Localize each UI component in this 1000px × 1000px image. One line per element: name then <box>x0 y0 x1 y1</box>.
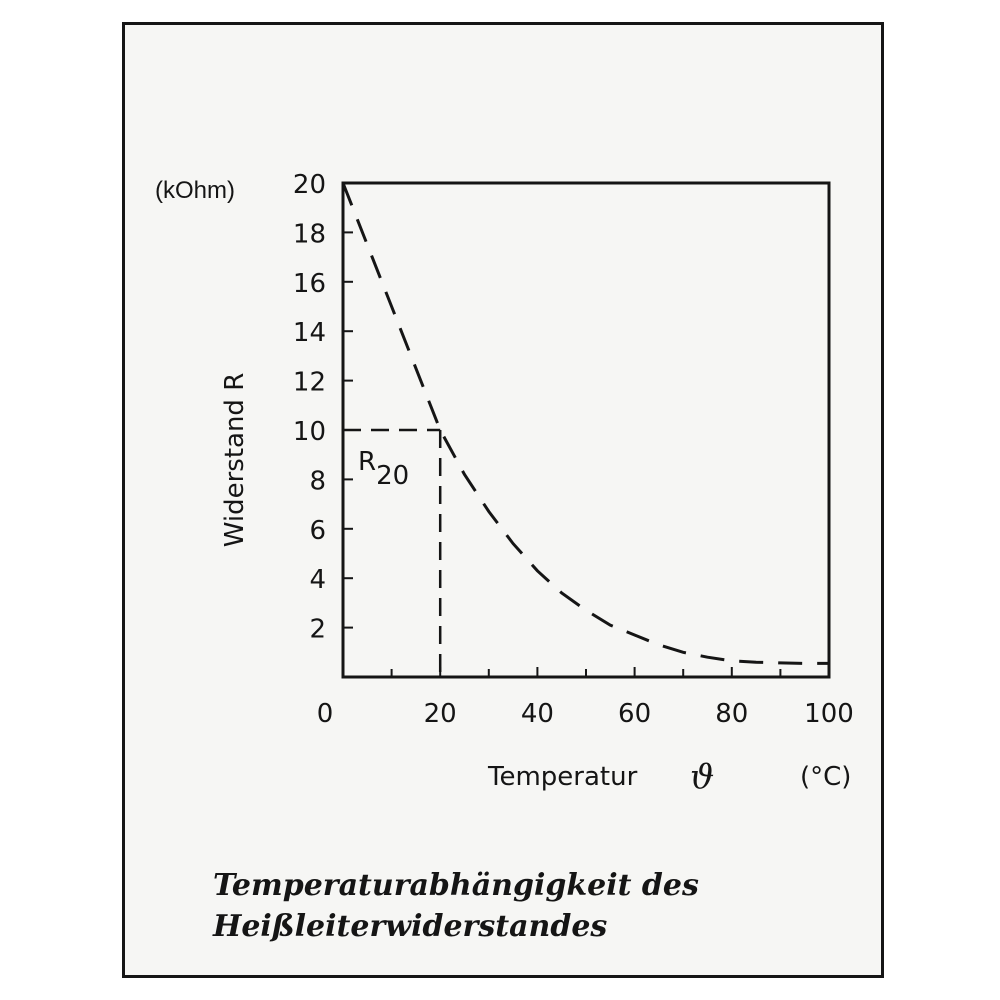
y-tick-label: 2 <box>309 615 326 645</box>
r20-main: R <box>358 447 376 477</box>
x-tick-label: 20 <box>424 699 457 729</box>
y-axis-label: Widerstand R <box>220 373 250 548</box>
x-tick-label: 0 <box>317 699 334 729</box>
x-tick-label: 80 <box>715 699 748 729</box>
y-ticks: 2 4 6 8 10 12 14 16 18 20 <box>293 170 353 645</box>
x-tick-label: 60 <box>618 699 651 729</box>
y-tick-label: 14 <box>293 318 326 348</box>
figure-frame <box>122 22 884 978</box>
y-tick-label: 18 <box>293 219 326 249</box>
x-tick-label: 40 <box>521 699 554 729</box>
y-tick-label: 8 <box>309 466 326 496</box>
y-tick-label: 6 <box>309 516 326 546</box>
caption-line-1: Temperaturabhängigkeit des <box>213 868 699 903</box>
y-tick-label: 4 <box>309 565 326 595</box>
y-tick-label: 12 <box>293 368 326 398</box>
r20-label: R20 <box>358 447 409 491</box>
y-tick-label: 20 <box>293 170 326 200</box>
y-unit-label: (kOhm) <box>155 177 235 204</box>
x-tick-label: 100 <box>804 699 854 729</box>
resistance-curve <box>341 182 829 665</box>
reference-guides <box>343 428 442 677</box>
r20-subscript: 20 <box>376 461 409 491</box>
y-tick-label: 10 <box>293 417 326 447</box>
y-tick-label: 16 <box>293 269 326 299</box>
x-axis-label: Temperatur <box>487 762 638 792</box>
x-ticks: 0 20 40 60 80 100 <box>317 667 854 729</box>
x-unit-label: (°C) <box>800 762 851 792</box>
caption-line-2: Heißleiterwiderstandes <box>213 909 608 944</box>
temperature-symbol: ϑ <box>690 757 714 797</box>
